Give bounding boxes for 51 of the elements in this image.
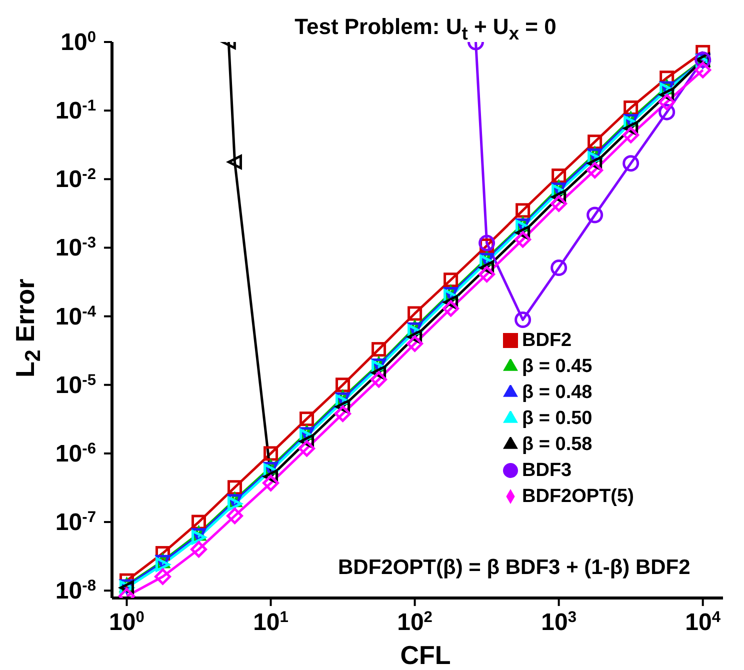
y-tick-label: 10$^{-5}$ <box>55 371 96 399</box>
point <box>300 412 314 426</box>
annotation: BDF2OPT(β) = β BDF3 + (1-β) BDF2 <box>338 556 690 580</box>
point <box>370 371 388 388</box>
point <box>442 300 460 317</box>
y-tick-label: 10$^{-3}$ <box>55 234 96 262</box>
point <box>406 335 424 352</box>
point <box>516 203 530 218</box>
point <box>550 195 568 212</box>
x-tick-label: 10$^{0}$ <box>109 608 145 636</box>
x-tick-label: 10$^{3}$ <box>541 608 577 636</box>
y-tick-label: 10$^{-6}$ <box>55 440 96 468</box>
point <box>154 568 171 585</box>
y-tick-label: 10$^{-2}$ <box>55 166 96 194</box>
point <box>262 474 280 492</box>
legend-label: β = 0.48 <box>522 382 592 403</box>
point <box>264 446 278 461</box>
point <box>586 162 604 178</box>
point <box>228 154 242 170</box>
legend-label: β = 0.58 <box>522 434 592 455</box>
point <box>336 378 350 392</box>
point <box>444 272 458 288</box>
y-tick-label: 10$^{-8}$ <box>55 577 96 605</box>
point <box>624 100 638 115</box>
point <box>658 94 676 110</box>
point <box>478 266 496 283</box>
y-tick-label: 10$^{0}$ <box>60 28 96 56</box>
legend-label: BDF3 <box>522 460 572 481</box>
y-tick-label: 10$^{-7}$ <box>55 508 96 536</box>
point <box>514 231 532 248</box>
point <box>190 541 208 558</box>
y-tick-label: 10$^{-1}$ <box>55 97 96 125</box>
legend-label: β = 0.45 <box>522 356 592 377</box>
y-tick-label: 10$^{-4}$ <box>55 302 96 330</box>
x-tick-label: 10$^{4}$ <box>685 608 721 636</box>
point <box>298 440 316 457</box>
x-tick-label: 10$^{1}$ <box>253 608 289 636</box>
legend-label: BDF2 <box>522 330 572 351</box>
point <box>408 306 422 321</box>
point <box>334 405 352 422</box>
x-axis-title: CFL <box>399 640 452 670</box>
point <box>226 508 244 524</box>
legend-label: β = 0.50 <box>522 408 592 429</box>
point <box>552 168 566 184</box>
point <box>588 134 602 150</box>
point <box>228 480 242 495</box>
chart-title: Test Problem: U$_{t}$ + U$_{x}$ = 0 <box>294 14 558 44</box>
point <box>372 342 386 357</box>
legend-label: BDF2OPT(5) <box>522 486 634 507</box>
x-tick-label: 10$^{2}$ <box>397 608 433 636</box>
point <box>622 126 640 144</box>
